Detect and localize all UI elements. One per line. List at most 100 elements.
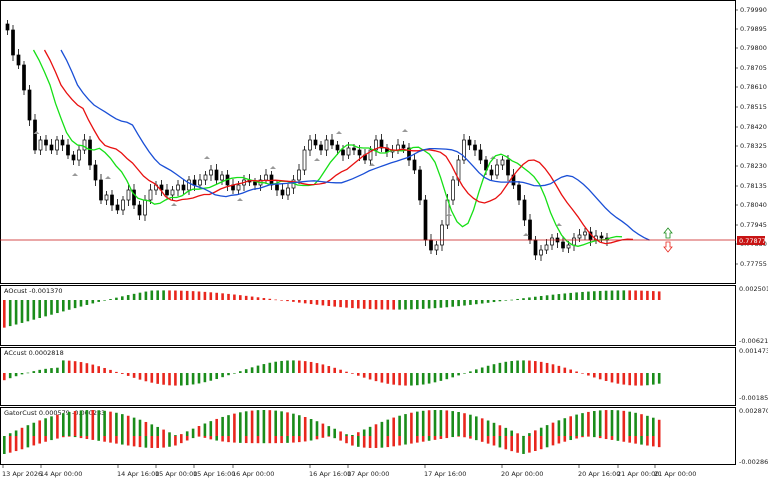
histogram-bar xyxy=(280,300,283,301)
candle-body xyxy=(462,139,466,161)
histogram-bar xyxy=(374,373,378,382)
gator-upper-bar xyxy=(174,435,177,436)
gator-lower-bar xyxy=(657,436,661,448)
histogram-bar xyxy=(144,291,148,300)
gator-panel[interactable]: GatorCust 0.000579 -0.000233 0.002870 -0… xyxy=(3,407,768,466)
gator-upper-bar xyxy=(475,416,478,436)
histogram-bar xyxy=(292,300,295,302)
price-panel[interactable] xyxy=(0,20,736,261)
gator-lower-bar xyxy=(469,436,472,439)
histogram-bar xyxy=(14,373,18,377)
gator-lower-bar xyxy=(209,436,213,440)
gator-lower-bar xyxy=(197,436,201,437)
gator-upper-bar xyxy=(398,415,401,436)
histogram-bar xyxy=(14,300,18,325)
ac-panel[interactable]: ACcust 0.0002818 0.0014733 -0.0018504 xyxy=(3,347,768,402)
time-tick-label: 20 Apr 00:00 xyxy=(501,470,543,478)
gator-lower-bar xyxy=(215,436,218,441)
histogram-bar xyxy=(244,369,248,373)
gator-lower-bar xyxy=(646,436,649,446)
candle-body xyxy=(5,23,10,31)
gator-upper-bar xyxy=(504,427,508,436)
histogram-bar xyxy=(67,300,71,310)
histogram-bar xyxy=(657,291,661,300)
up-arrow-icon xyxy=(663,227,673,239)
gator-upper-bar xyxy=(221,416,224,436)
candle-body xyxy=(220,174,224,181)
histogram-bar xyxy=(215,292,218,300)
time-tick-label: 21 Apr 00:00 xyxy=(617,470,659,478)
gator-lower-bar xyxy=(492,436,496,446)
histogram-bar xyxy=(38,369,41,373)
gator-lower-bar xyxy=(321,436,325,438)
gator-upper-bar xyxy=(587,411,590,436)
candle-body xyxy=(170,189,175,196)
gator-lower-bar xyxy=(233,436,236,443)
histogram-bar xyxy=(26,300,30,322)
histogram-bar xyxy=(451,373,454,378)
histogram-bar xyxy=(321,364,325,373)
histogram-bar xyxy=(587,291,590,300)
histogram-bar xyxy=(539,296,543,300)
gator-lower-bar xyxy=(256,436,260,444)
histogram-bar xyxy=(138,292,142,300)
candle-body xyxy=(187,179,191,191)
histogram-bar xyxy=(244,295,248,300)
histogram-bar xyxy=(126,295,130,300)
histogram-bar xyxy=(646,373,649,386)
histogram-bar xyxy=(73,300,77,309)
histogram-bar xyxy=(8,300,12,327)
histogram-bar xyxy=(433,300,437,309)
histogram-bar xyxy=(339,300,342,308)
histogram-bar xyxy=(427,300,431,309)
histogram-bar xyxy=(227,373,230,376)
histogram-bar xyxy=(138,373,142,380)
candle-body xyxy=(126,189,131,201)
candle-body xyxy=(539,249,543,256)
gator-lower-bar xyxy=(8,436,12,453)
candle-body xyxy=(302,149,307,171)
gator-histogram xyxy=(3,410,661,454)
histogram-bar xyxy=(292,360,295,373)
histogram-bar xyxy=(563,293,567,300)
histogram-bar xyxy=(321,300,325,306)
histogram-bar xyxy=(62,300,65,312)
histogram-bar xyxy=(598,373,602,380)
histogram-bar xyxy=(333,367,336,373)
gator-upper-bar xyxy=(315,421,319,436)
gator-lower-bar xyxy=(20,436,24,450)
histogram-bar xyxy=(91,364,95,373)
gator-upper-bar xyxy=(32,422,36,436)
gator-lower-bar xyxy=(622,436,626,442)
histogram-bar xyxy=(20,373,24,375)
gator-lower-bar xyxy=(416,436,419,443)
histogram-bar xyxy=(410,300,413,310)
gator-lower-bar xyxy=(298,436,301,443)
gator-upper-bar xyxy=(652,417,655,436)
price-tick-label: 0.77755 xyxy=(740,260,767,268)
histogram-bar xyxy=(386,300,390,310)
histogram-bar xyxy=(416,373,419,386)
gator-upper-bar xyxy=(132,417,136,436)
candle-body xyxy=(401,144,406,149)
time-tick-label: 17 Apr 00:00 xyxy=(347,470,389,478)
histogram-bar xyxy=(156,373,159,384)
price-tick-label: 0.79895 xyxy=(740,25,767,33)
candle-body xyxy=(44,139,48,146)
gator-upper-bar xyxy=(56,414,59,436)
gator-lower-bar xyxy=(439,436,443,439)
histogram-bar xyxy=(309,361,313,373)
gator-upper-bar xyxy=(646,415,649,436)
candle-body xyxy=(280,189,285,196)
histogram-bar xyxy=(534,361,537,373)
ao-panel[interactable]: AOcust -0.001370 0.002501 -0.006217 xyxy=(3,285,768,345)
gator-lower-bar xyxy=(351,436,354,446)
candle-body xyxy=(16,54,21,66)
gator-lower-bar xyxy=(545,436,549,448)
gator-upper-bar xyxy=(433,410,437,436)
candle-body xyxy=(577,234,582,239)
gator-upper-bar xyxy=(510,430,513,436)
histogram-bar xyxy=(362,300,366,309)
candle-body xyxy=(313,139,318,146)
